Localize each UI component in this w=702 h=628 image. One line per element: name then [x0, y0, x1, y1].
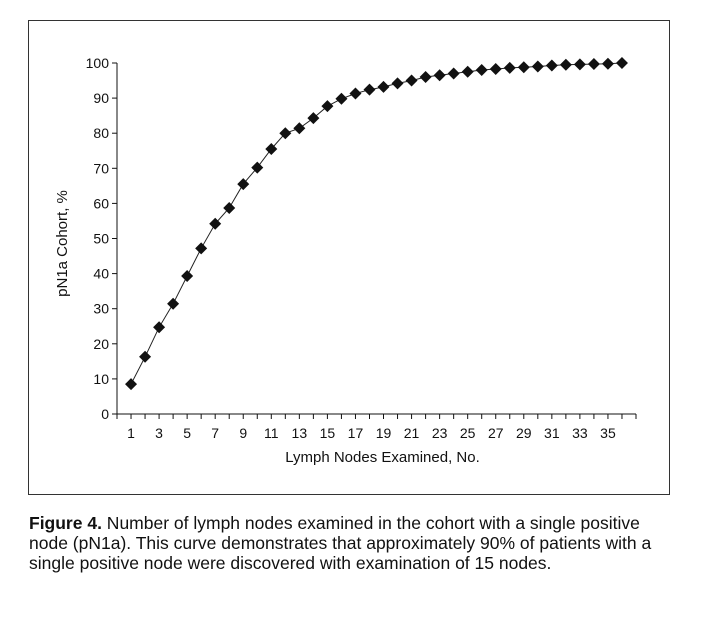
data-point	[251, 161, 264, 174]
data-point	[461, 65, 474, 78]
data-point	[363, 83, 376, 96]
figure-caption: Figure 4. Number of lymph nodes examined…	[29, 513, 679, 573]
y-tick-label: 100	[86, 55, 110, 71]
data-point	[475, 64, 488, 77]
series-line-group	[130, 62, 623, 385]
x-tick-label: 19	[376, 425, 392, 441]
data-points	[125, 57, 628, 391]
x-tick-label: 7	[211, 425, 219, 441]
x-tick-label: 11	[264, 425, 279, 441]
data-point	[559, 58, 572, 71]
data-point	[349, 87, 362, 100]
figure-caption-lead: Figure 4.	[29, 513, 102, 533]
x-axis-title: Lymph Nodes Examined, No.	[285, 449, 480, 466]
data-point	[391, 77, 404, 90]
y-tick-label: 80	[93, 125, 109, 141]
x-tick-label: 13	[292, 425, 308, 441]
data-point	[139, 350, 152, 363]
chart-frame: 0 10 20 30 40 50 60 70 80 90 100 1 3 5 7 9 11 13 15 17 19 21 2…	[28, 20, 670, 495]
x-tick-label: 29	[516, 425, 532, 441]
y-tick-label: 90	[93, 90, 109, 106]
axis-labels: Lymph Nodes Examined, No. pN1a Cohort, %	[54, 190, 480, 466]
x-tick-label: 25	[460, 425, 476, 441]
x-tick-label: 31	[544, 425, 560, 441]
x-tick-label: 27	[488, 425, 504, 441]
x-tick-label: 1	[127, 425, 135, 441]
data-point	[265, 142, 278, 155]
data-point	[531, 60, 544, 73]
data-point	[153, 321, 166, 334]
figure-caption-text: Number of lymph nodes examined in the co…	[29, 513, 652, 573]
data-point	[601, 57, 614, 70]
data-point	[433, 69, 446, 82]
x-tick-label: 17	[348, 425, 364, 441]
data-point	[181, 270, 194, 283]
data-point	[503, 61, 516, 74]
data-point	[125, 378, 138, 391]
data-point	[405, 74, 418, 87]
data-point	[223, 201, 236, 214]
data-point	[587, 58, 600, 71]
data-point	[293, 122, 306, 135]
data-point	[335, 92, 348, 105]
y-tick-label: 60	[93, 195, 109, 211]
x-tick-label: 5	[183, 425, 191, 441]
data-point	[615, 57, 628, 69]
y-tick-label: 10	[93, 371, 109, 387]
x-tick-label: 21	[404, 425, 420, 441]
y-tick-label: 70	[93, 160, 109, 176]
data-point	[307, 112, 320, 125]
data-point	[377, 80, 390, 93]
x-tick-label: 33	[572, 425, 588, 441]
x-tick-label: 9	[239, 425, 247, 441]
data-point	[195, 242, 208, 255]
series-line	[130, 62, 623, 385]
data-point	[279, 127, 292, 140]
data-point	[321, 100, 334, 113]
y-tick-label: 20	[93, 336, 109, 352]
y-tick-label: 40	[93, 266, 109, 282]
data-point	[517, 61, 530, 74]
y-tick-label: 50	[93, 231, 109, 247]
data-point	[419, 71, 432, 84]
data-point	[489, 62, 502, 75]
x-tick-label: 23	[432, 425, 448, 441]
x-tick-label: 35	[600, 425, 616, 441]
data-point	[447, 67, 460, 80]
y-tick-label: 0	[101, 406, 109, 422]
data-point	[167, 297, 180, 310]
data-point	[237, 178, 250, 191]
x-tick-label: 15	[320, 425, 336, 441]
x-tick-label: 3	[155, 425, 163, 441]
y-axis-title: pN1a Cohort, %	[54, 190, 71, 297]
data-point	[209, 217, 222, 230]
data-point	[573, 58, 586, 71]
data-point	[545, 59, 558, 72]
y-tick-label: 30	[93, 301, 109, 317]
